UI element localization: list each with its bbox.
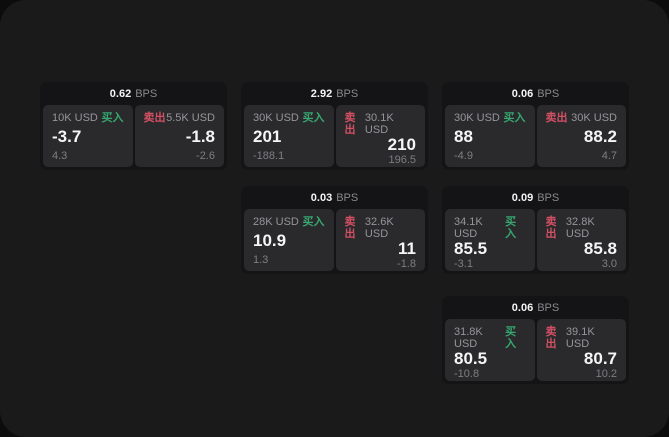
buy-price: 10.9 bbox=[253, 231, 287, 250]
buy-quote-tile[interactable]: 10K USD 买入 -3.7 4.3 bbox=[43, 105, 133, 167]
buy-size: 10K USD bbox=[52, 112, 98, 124]
buy-side-label: 买入 bbox=[101, 112, 124, 124]
sell-side-label: 卖出 bbox=[344, 216, 356, 240]
spread-unit: BPS bbox=[336, 87, 359, 100]
spread-header: 2.92 BPS bbox=[241, 82, 428, 105]
sell-side-label: 卖出 bbox=[344, 112, 356, 136]
quote-card-body: 34.1K USD 买入 85.5 -3.1 卖出 32.8K USD 85.8… bbox=[445, 209, 626, 271]
quote-card-body: 30K USD 买入 88 -4.9 卖出 30K USD 88.2 4.7 bbox=[445, 105, 626, 167]
sell-quote-tile[interactable]: 卖出 39.1K USD 80.7 10.2 bbox=[536, 319, 626, 381]
buy-side-label: 买入 bbox=[302, 216, 325, 228]
sell-delta: 4.7 bbox=[601, 150, 617, 162]
sell-side-label: 卖出 bbox=[545, 112, 568, 124]
sell-size: 5.5K USD bbox=[166, 112, 215, 124]
buy-quote-tile[interactable]: 30K USD 买入 201 -188.1 bbox=[244, 105, 334, 167]
quote-card-6: 0.06 BPS 31.8K USD 买入 80.5 -10.8 卖出 39.1… bbox=[442, 296, 629, 384]
sell-price: 88.2 bbox=[583, 127, 617, 146]
sell-price: 210 bbox=[387, 135, 416, 154]
spread-header: 0.03 BPS bbox=[241, 186, 428, 209]
buy-delta: 4.3 bbox=[52, 150, 68, 162]
spread-unit: BPS bbox=[537, 301, 560, 314]
spread-unit: BPS bbox=[135, 87, 158, 100]
spread-unit: BPS bbox=[537, 191, 560, 204]
sell-delta: 3.0 bbox=[601, 258, 617, 270]
buy-price: 88 bbox=[454, 127, 473, 146]
buy-price: 80.5 bbox=[454, 349, 488, 368]
buy-delta: -188.1 bbox=[253, 150, 285, 162]
spread-header: 0.09 BPS bbox=[442, 186, 629, 209]
quote-card-2: 2.92 BPS 30K USD 买入 201 -188.1 卖出 30.1K … bbox=[241, 82, 428, 170]
buy-side-label: 买入 bbox=[505, 326, 517, 350]
sell-quote-tile[interactable]: 卖出 32.8K USD 85.8 3.0 bbox=[536, 209, 626, 271]
spread-value: 0.06 bbox=[511, 87, 534, 100]
buy-delta: -10.8 bbox=[454, 368, 480, 380]
quote-card-4: 0.03 BPS 28K USD 买入 10.9 1.3 卖出 32.6K US… bbox=[241, 186, 428, 274]
buy-side-label: 买入 bbox=[302, 112, 325, 124]
spread-header: 0.62 BPS bbox=[40, 82, 227, 105]
spread-value: 0.62 bbox=[109, 87, 132, 100]
buy-delta: -4.9 bbox=[454, 150, 473, 162]
buy-price: 201 bbox=[253, 127, 282, 146]
buy-quote-tile[interactable]: 31.8K USD 买入 80.5 -10.8 bbox=[445, 319, 535, 381]
buy-price: -3.7 bbox=[52, 127, 82, 146]
sell-side-label: 卖出 bbox=[545, 216, 557, 240]
quote-card-body: 31.8K USD 买入 80.5 -10.8 卖出 39.1K USD 80.… bbox=[445, 319, 626, 381]
sell-quote-tile[interactable]: 卖出 30K USD 88.2 4.7 bbox=[536, 105, 626, 167]
spread-unit: BPS bbox=[336, 191, 359, 204]
sell-size: 32.6K USD bbox=[364, 216, 394, 240]
sell-price: -1.8 bbox=[185, 127, 215, 146]
spread-value: 0.03 bbox=[310, 191, 333, 204]
quote-card-body: 28K USD 买入 10.9 1.3 卖出 32.6K USD 11 -1.8 bbox=[244, 209, 425, 271]
buy-price: 85.5 bbox=[454, 239, 488, 258]
spread-value: 0.09 bbox=[511, 191, 534, 204]
sell-side-label: 卖出 bbox=[545, 326, 557, 350]
sell-price: 11 bbox=[398, 239, 416, 258]
buy-quote-tile[interactable]: 34.1K USD 买入 85.5 -3.1 bbox=[445, 209, 535, 271]
sell-delta: -2.6 bbox=[196, 150, 215, 162]
sell-quote-tile[interactable]: 卖出 30.1K USD 210 196.5 bbox=[335, 105, 425, 167]
sell-side-label: 卖出 bbox=[143, 112, 166, 124]
quote-card-body: 30K USD 买入 201 -188.1 卖出 30.1K USD 210 1… bbox=[244, 105, 425, 167]
buy-size: 28K USD bbox=[253, 216, 299, 228]
sell-price: 85.8 bbox=[583, 239, 617, 258]
quote-card-1: 0.62 BPS 10K USD 买入 -3.7 4.3 卖出 5.5K USD… bbox=[40, 82, 227, 170]
spread-unit: BPS bbox=[537, 87, 560, 100]
buy-side-label: 买入 bbox=[503, 112, 526, 124]
sell-quote-tile[interactable]: 卖出 5.5K USD -1.8 -2.6 bbox=[134, 105, 224, 167]
sell-size: 30.1K USD bbox=[364, 112, 394, 136]
sell-size: 39.1K USD bbox=[565, 326, 595, 350]
quote-card-5: 0.09 BPS 34.1K USD 买入 85.5 -3.1 卖出 32.8K… bbox=[442, 186, 629, 274]
buy-size: 30K USD bbox=[253, 112, 299, 124]
sell-size: 32.8K USD bbox=[565, 216, 595, 240]
buy-size: 30K USD bbox=[454, 112, 500, 124]
quote-card-3: 0.06 BPS 30K USD 买入 88 -4.9 卖出 30K USD 8… bbox=[442, 82, 629, 170]
quote-card-body: 10K USD 买入 -3.7 4.3 卖出 5.5K USD -1.8 -2.… bbox=[43, 105, 224, 167]
spread-header: 0.06 BPS bbox=[442, 296, 629, 319]
buy-quote-tile[interactable]: 30K USD 买入 88 -4.9 bbox=[445, 105, 535, 167]
sell-quote-tile[interactable]: 卖出 32.6K USD 11 -1.8 bbox=[335, 209, 425, 271]
sell-price: 80.7 bbox=[583, 349, 617, 368]
sell-delta: -1.8 bbox=[397, 258, 416, 270]
spread-value: 0.06 bbox=[511, 301, 534, 314]
buy-delta: -3.1 bbox=[454, 258, 473, 270]
spread-value: 2.92 bbox=[310, 87, 333, 100]
buy-size: 34.1K USD bbox=[454, 216, 483, 240]
buy-size: 31.8K USD bbox=[454, 326, 483, 350]
spread-header: 0.06 BPS bbox=[442, 82, 629, 105]
buy-delta: 1.3 bbox=[253, 254, 269, 266]
buy-quote-tile[interactable]: 28K USD 买入 10.9 1.3 bbox=[244, 209, 334, 271]
sell-delta: 10.2 bbox=[595, 368, 617, 380]
sell-size: 30K USD bbox=[571, 112, 617, 124]
sell-delta: 196.5 bbox=[388, 154, 416, 166]
buy-side-label: 买入 bbox=[505, 216, 517, 240]
